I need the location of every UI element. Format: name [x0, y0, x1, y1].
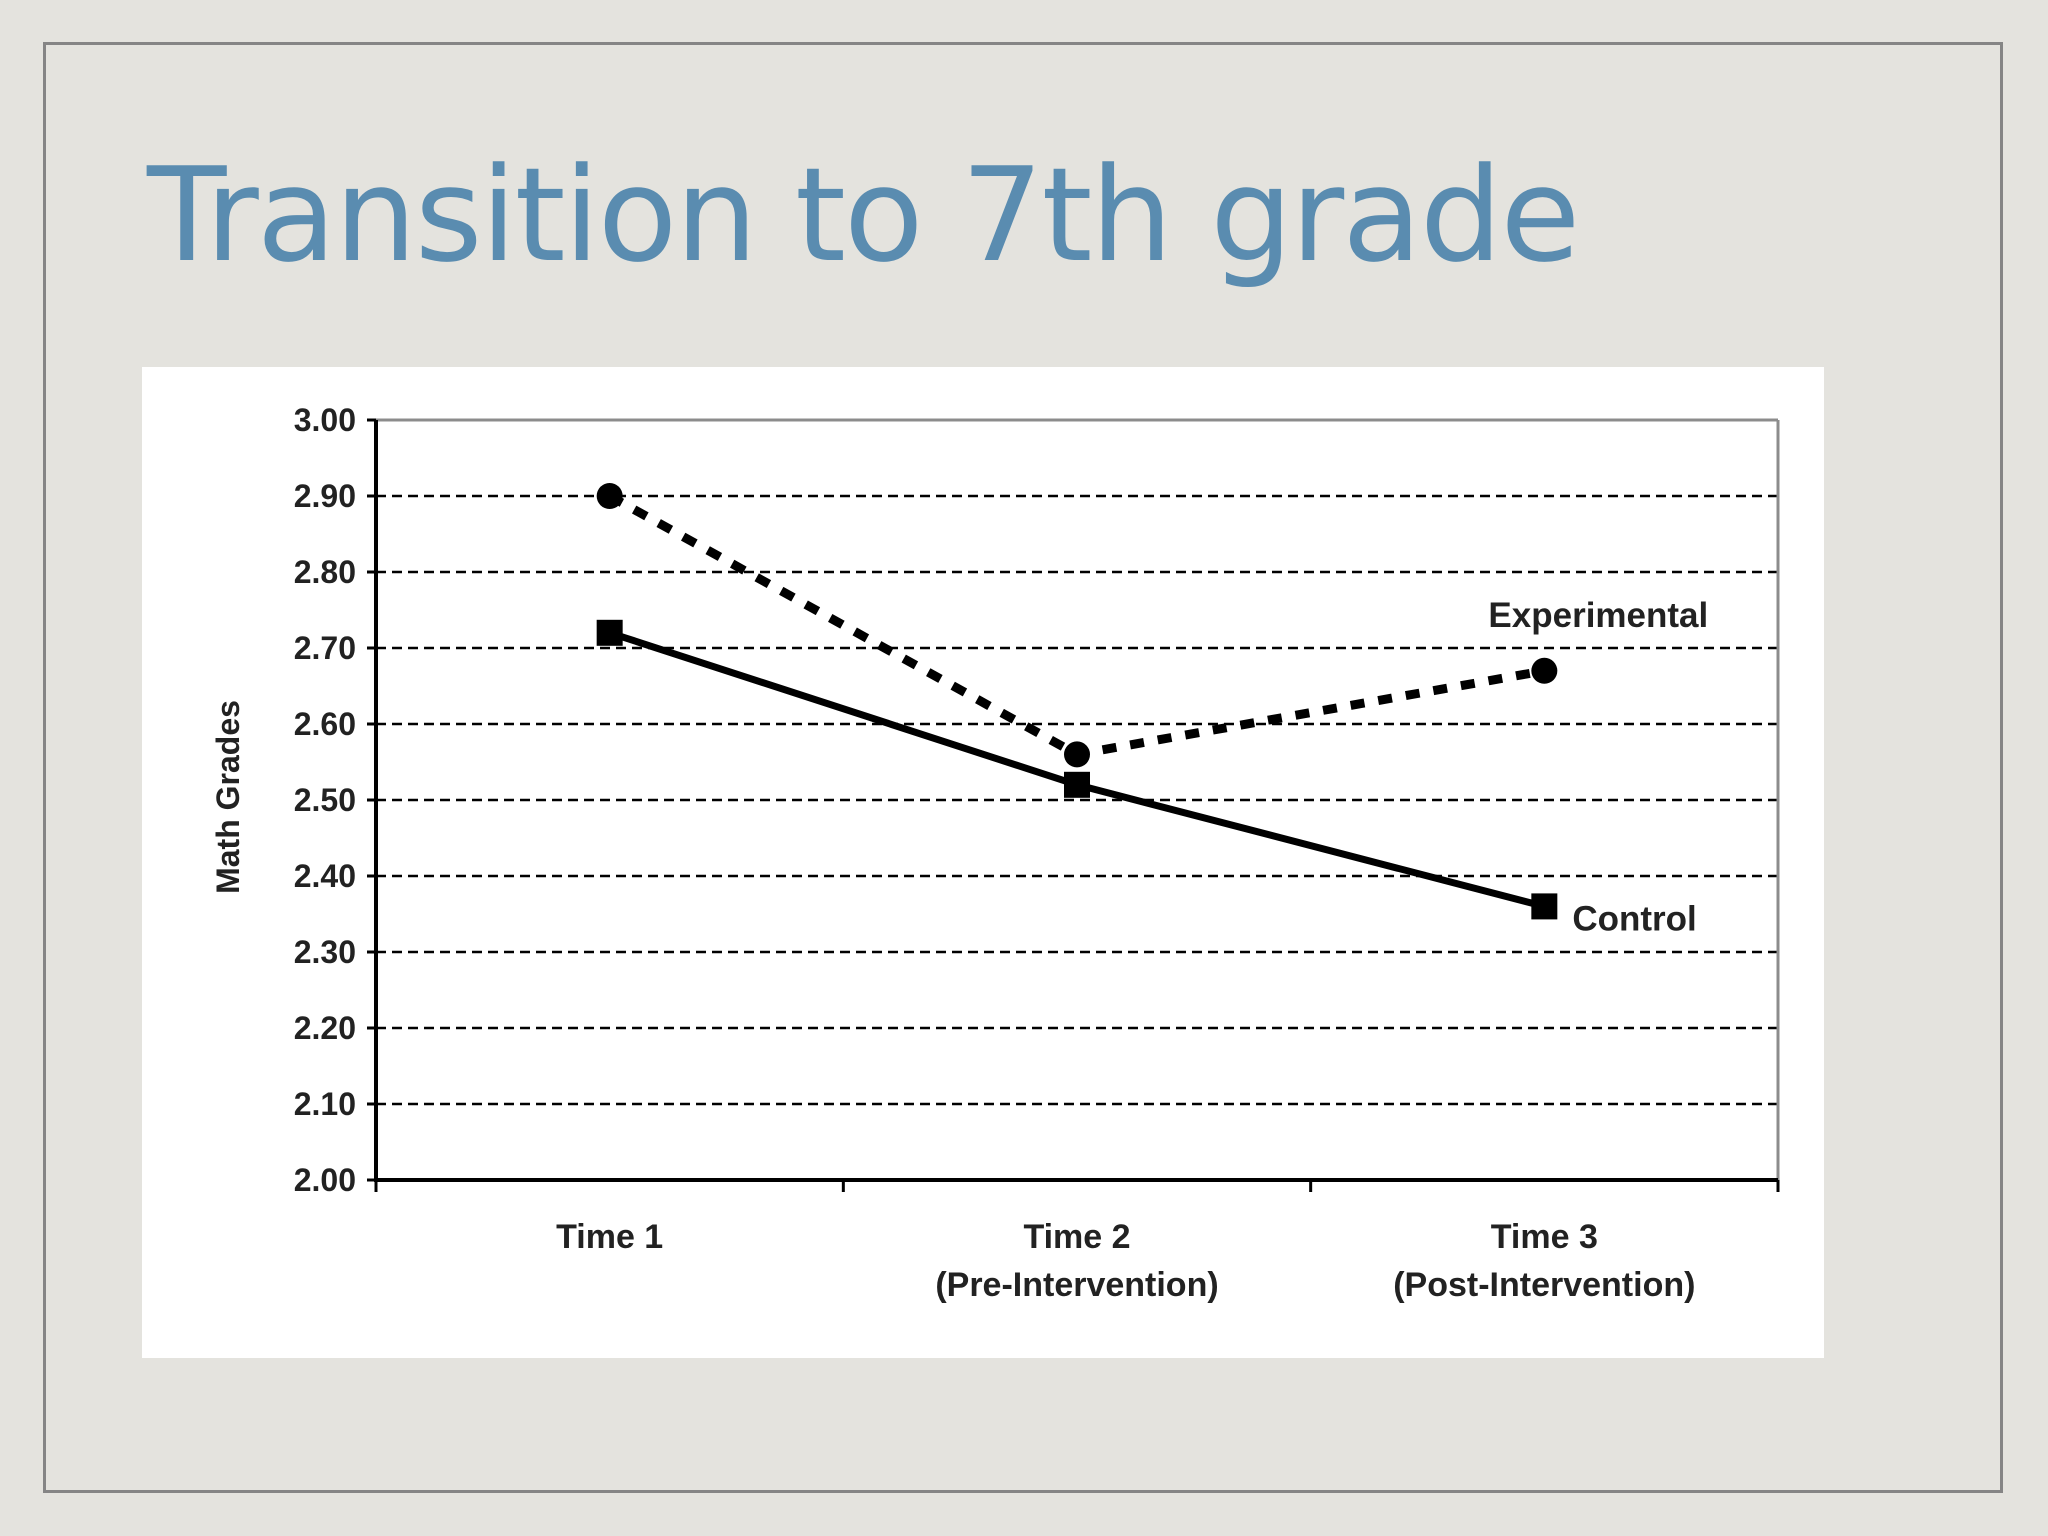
grid-lines: [376, 494, 1778, 1106]
data-point-control: [596, 619, 623, 646]
y-tick-label: 2.20: [294, 1010, 356, 1046]
y-tick-label: 2.40: [294, 858, 356, 894]
data-point-experimental: [596, 483, 623, 509]
y-tick-label: 2.90: [294, 478, 356, 514]
math-grades-chart: 2.00 2.10 2.20 2.30 2.40 2.50 2.60 2.70 2.80 2.90…: [210, 402, 1780, 1304]
x-tick-label: (Post-Intervention): [1393, 1266, 1695, 1304]
y-tick-label: 2.30: [294, 934, 356, 970]
y-tick-label: 2.80: [294, 554, 356, 590]
series-label-experimental: Experimental: [1488, 596, 1708, 635]
data-point-control: [1531, 893, 1558, 920]
y-axis-title: Math Grades: [210, 700, 246, 894]
chart-panel: 2.00 2.10 2.20 2.30 2.40 2.50 2.60 2.70 2.80 2.90…: [142, 367, 1824, 1358]
data-point-control: [1064, 771, 1090, 798]
y-tick-label: 2.50: [294, 782, 356, 818]
y-tick-label: 2.10: [294, 1086, 356, 1122]
x-tick-label: Time 3: [1491, 1218, 1598, 1256]
y-tick-label: 2.60: [294, 706, 356, 742]
slide-title: Transition to 7th grade: [147, 139, 1580, 291]
series-line-experimental: [607, 492, 1546, 759]
slide-frame: [43, 42, 2003, 1493]
chart-labels: 2.00 2.10 2.20 2.30 2.40 2.50 2.60 2.70 2.80 2.90…: [210, 402, 1708, 1304]
y-tick-label: 3.00: [294, 402, 356, 438]
x-tick-label: Time 2: [1023, 1218, 1130, 1256]
y-tick-label: 2.00: [294, 1162, 356, 1198]
series-label-control: Control: [1572, 899, 1696, 938]
x-tick-label: Time 1: [556, 1218, 663, 1256]
series-lines: [596, 483, 1558, 920]
axes: [367, 418, 1780, 1192]
data-point-experimental: [1531, 657, 1558, 684]
data-point-experimental: [1064, 741, 1090, 768]
series-line-control: [608, 629, 1546, 910]
y-tick-label: 2.70: [294, 630, 356, 666]
x-tick-label: (Pre-Intervention): [935, 1266, 1218, 1304]
